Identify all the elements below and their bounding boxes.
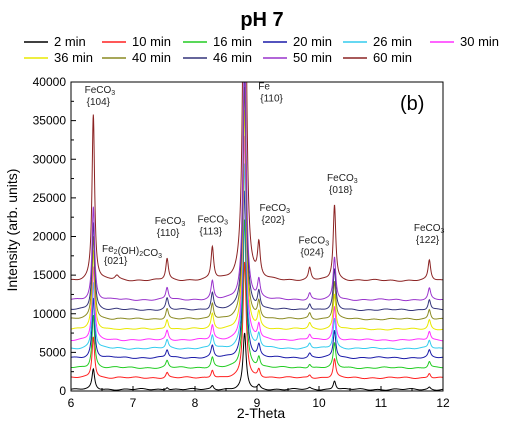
peak-label: Fe2(OH)2CO3 [102, 244, 162, 260]
peak-miller-index: {113} [199, 227, 222, 238]
legend-label: 46 min [213, 50, 252, 65]
legend-label: 26 min [373, 34, 412, 49]
peak-miller-index: {110} [260, 94, 283, 105]
legend-label: 20 min [293, 34, 332, 49]
peak-miller-index: {122} [416, 235, 440, 246]
peak-miller-index: {018} [329, 185, 353, 196]
x-tick-label: 12 [436, 396, 450, 410]
peak-label: FeCO3 [197, 215, 228, 227]
peak-miller-index: {024} [301, 247, 325, 258]
peak-label: FeCO3 [327, 173, 358, 185]
y-tick-label: 15000 [33, 268, 67, 282]
legend: 2 min 10 min 16 min 20 min 26 min 30 min 36 mi… [24, 34, 499, 65]
peak-label: FeCO3 [155, 216, 186, 228]
y-axis-label: Intensity (arb. units) [4, 169, 20, 292]
y-tick-label: 20000 [33, 230, 67, 244]
x-axis-ticks: 6 7 8 9 10 11 12 [68, 386, 450, 410]
x-tick-label: 7 [130, 396, 137, 410]
x-tick-label: 8 [192, 396, 199, 410]
peak-miller-index: {021} [104, 256, 128, 267]
peak-label: FeCO3 [414, 223, 445, 235]
series-line [71, 82, 443, 312]
peak-miller-index: {110} [157, 228, 180, 239]
peak-label: FeCO3 [259, 203, 290, 215]
legend-label: 30 min [460, 34, 499, 49]
peak-annotations: FeCO3{104}Fe{110}Fe2(OH)2CO3{021}FeCO3{1… [85, 82, 445, 267]
series-line [71, 86, 443, 321]
x-axis-label: 2-Theta [237, 405, 285, 421]
x-tick-label: 6 [68, 396, 75, 410]
y-tick-label: 40000 [33, 75, 67, 89]
peak-miller-index: {202} [261, 215, 285, 226]
series-line [71, 82, 443, 302]
series-line [71, 82, 443, 282]
y-tick-label: 35000 [33, 114, 67, 128]
series-line [71, 135, 443, 342]
legend-label: 36 min [54, 50, 93, 65]
y-tick-label: 25000 [33, 191, 67, 205]
peak-label: Fe [258, 82, 270, 93]
legend-label: 60 min [373, 50, 412, 65]
peak-label: FeCO3 [299, 235, 330, 247]
y-axis-ticks: 0 5000 10000 15000 20000 25000 30000 35000 40000 [33, 75, 76, 398]
legend-label: 50 min [293, 50, 332, 65]
plot-frame [70, 81, 444, 392]
series-line [71, 163, 443, 350]
peak-label: FeCO3 [85, 85, 116, 97]
x-tick-label: 9 [254, 396, 261, 410]
series-line [71, 110, 443, 331]
y-tick-label: 10000 [33, 307, 67, 321]
y-tick-label: 5000 [39, 345, 66, 359]
series-line [71, 261, 443, 380]
series-line [71, 190, 443, 360]
series-line [71, 219, 443, 370]
y-tick-label: 0 [59, 384, 66, 398]
chart-title: pH 7 [240, 9, 283, 31]
x-tick-label: 10 [312, 396, 326, 410]
legend-label: 40 min [132, 50, 171, 65]
legend-label: 10 min [132, 34, 171, 49]
x-tick-label: 11 [375, 396, 388, 410]
y-tick-label: 30000 [33, 152, 67, 166]
panel-label: (b) [400, 93, 424, 115]
legend-label: 16 min [213, 34, 252, 49]
peak-miller-index: {104} [87, 97, 111, 108]
legend-label: 2 min [54, 34, 86, 49]
